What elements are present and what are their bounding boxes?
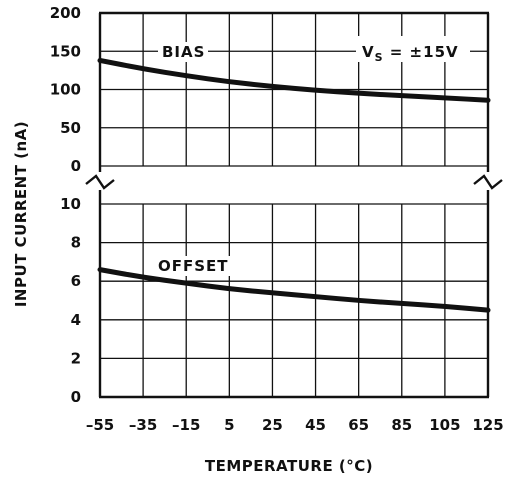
x-tick-label: 125 (472, 416, 503, 434)
plot-frame (98, 11, 490, 399)
x-tick-label: –35 (129, 416, 157, 434)
right-break-mark (473, 174, 503, 190)
x-tick-label: 45 (305, 416, 326, 434)
upper-y-tick-labels: 200 150 100 50 0 (50, 4, 81, 175)
x-tick-labels: –55 –35 –15 5 25 45 65 85 105 125 (86, 416, 504, 434)
upper-y-tick-label: 150 (50, 42, 81, 60)
x-tick-label: 105 (429, 416, 460, 434)
lower-y-tick-label: 4 (71, 311, 81, 329)
supply-voltage-bg (356, 36, 470, 62)
offset-curve (97, 267, 491, 313)
lower-y-tick-label: 6 (71, 272, 81, 290)
upper-y-tick-label: 0 (71, 157, 81, 175)
data-curves (97, 57, 491, 313)
bias-label: BIAS (162, 43, 205, 61)
x-tick-label: 5 (224, 416, 234, 434)
lower-y-tick-label: 10 (60, 195, 81, 213)
upper-y-tick-label: 200 (50, 4, 81, 22)
offset-label: OFFSET (158, 257, 229, 275)
curve-labels: BIAS OFFSET VS = ±15V (154, 36, 470, 276)
left-break-mark (85, 174, 115, 190)
lower-y-tick-label: 0 (71, 388, 81, 406)
x-tick-label: –55 (86, 416, 114, 434)
upper-y-tick-label: 100 (50, 81, 81, 99)
x-axis-title: TEMPERATURE (°C) (205, 457, 373, 475)
lower-y-tick-label: 2 (71, 349, 81, 367)
bias-curve (97, 57, 491, 103)
offset-label-bg (154, 256, 238, 276)
x-tick-label: 65 (348, 416, 369, 434)
lower-y-tick-label: 8 (71, 234, 81, 252)
x-tick-label: 25 (262, 416, 283, 434)
bias-label-bg (158, 42, 208, 62)
x-tick-label: 85 (391, 416, 412, 434)
y-axis-title: INPUT CURRENT (nA) (12, 121, 30, 307)
upper-y-tick-label: 50 (60, 119, 81, 137)
axis-break-marks (85, 174, 503, 190)
supply-voltage-label: VS = ±15V (362, 43, 459, 64)
lower-y-tick-labels: 10 8 6 4 2 0 (60, 195, 81, 406)
x-tick-label: –15 (172, 416, 200, 434)
